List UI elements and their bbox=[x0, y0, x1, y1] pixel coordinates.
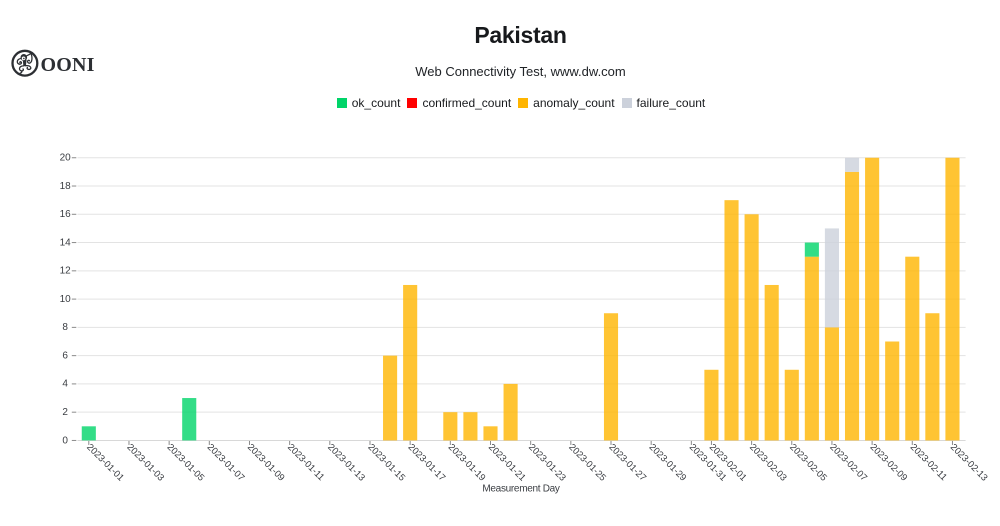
svg-text:2023-02-09: 2023-02-09 bbox=[868, 441, 910, 483]
svg-text:2023-01-23: 2023-01-23 bbox=[527, 441, 569, 483]
svg-text:2023-01-29: 2023-01-29 bbox=[647, 441, 689, 483]
svg-text:2023-01-19: 2023-01-19 bbox=[447, 441, 489, 483]
svg-text:20: 20 bbox=[60, 153, 72, 164]
svg-text:18: 18 bbox=[60, 181, 72, 192]
svg-text:OONI: OONI bbox=[41, 54, 95, 76]
svg-text:2023-01-13: 2023-01-13 bbox=[326, 441, 368, 483]
svg-text:2023-01-17: 2023-01-17 bbox=[406, 441, 448, 483]
svg-text:16: 16 bbox=[60, 209, 72, 220]
svg-text:0: 0 bbox=[62, 435, 68, 446]
svg-text:2: 2 bbox=[62, 407, 68, 418]
svg-text:2023-01-27: 2023-01-27 bbox=[607, 441, 649, 483]
svg-text:12: 12 bbox=[60, 266, 72, 277]
svg-text:2023-01-07: 2023-01-07 bbox=[205, 441, 247, 483]
svg-text:2023-02-03: 2023-02-03 bbox=[748, 441, 790, 483]
svg-text:2023-01-05: 2023-01-05 bbox=[165, 441, 207, 483]
svg-text:8: 8 bbox=[62, 322, 68, 333]
svg-text:2023-02-05: 2023-02-05 bbox=[788, 441, 830, 483]
svg-text:2023-01-09: 2023-01-09 bbox=[246, 441, 288, 483]
svg-text:4: 4 bbox=[62, 379, 68, 390]
svg-text:2023-02-07: 2023-02-07 bbox=[828, 441, 870, 483]
svg-text:2023-01-11: 2023-01-11 bbox=[286, 441, 327, 482]
svg-text:2023-01-03: 2023-01-03 bbox=[125, 441, 167, 483]
svg-text:2023-01-21: 2023-01-21 bbox=[487, 441, 529, 483]
svg-text:10: 10 bbox=[60, 294, 72, 305]
svg-text:2023-01-15: 2023-01-15 bbox=[366, 441, 408, 483]
svg-text:2023-01-25: 2023-01-25 bbox=[567, 441, 609, 483]
svg-text:2023-02-13: 2023-02-13 bbox=[949, 441, 991, 483]
svg-text:2023-01-01: 2023-01-01 bbox=[85, 441, 127, 483]
svg-text:14: 14 bbox=[60, 237, 72, 248]
svg-text:6: 6 bbox=[62, 350, 68, 361]
svg-text:Measurement Day: Measurement Day bbox=[482, 484, 559, 495]
svg-text:2023-02-11: 2023-02-11 bbox=[908, 441, 949, 482]
